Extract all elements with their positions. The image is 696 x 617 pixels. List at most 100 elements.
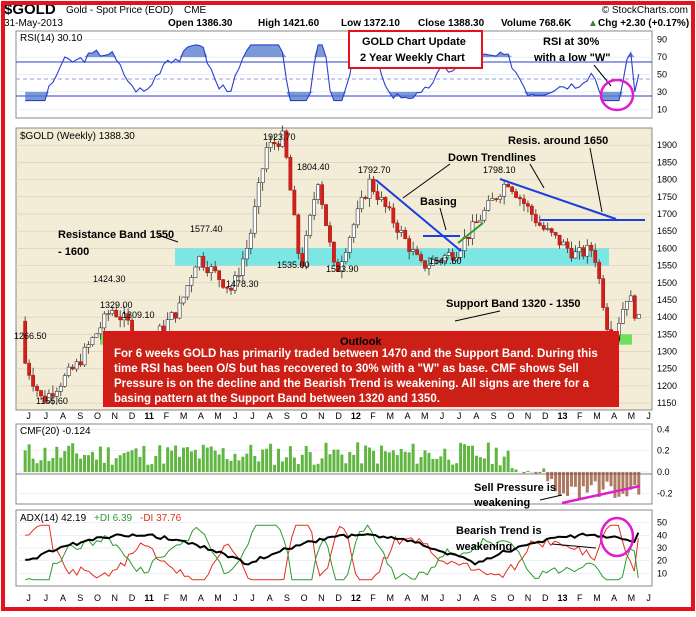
cmf-bar-positive bbox=[99, 447, 102, 472]
candle-down bbox=[31, 375, 34, 386]
cmf-bar-positive bbox=[491, 464, 494, 472]
cmf-bar-positive bbox=[328, 454, 331, 472]
cmf-bar-positive bbox=[526, 471, 529, 472]
cmf-bar-negative bbox=[566, 472, 569, 496]
candle-up bbox=[499, 196, 502, 199]
candle-up bbox=[368, 179, 371, 198]
low-value: Low 1372.10 bbox=[341, 18, 400, 29]
cmf-bar-negative bbox=[558, 472, 561, 496]
cmf-bar-positive bbox=[348, 452, 351, 472]
cmf-bar-negative bbox=[578, 472, 581, 498]
cmf-bar-positive bbox=[127, 452, 130, 472]
candle-down bbox=[384, 197, 387, 206]
price-value-label: 1309.10 bbox=[122, 310, 155, 320]
candle-up bbox=[59, 386, 62, 391]
month-label: F bbox=[370, 411, 376, 421]
month-label: 12 bbox=[351, 411, 361, 421]
month-label-bottom: S bbox=[77, 593, 83, 603]
adx-note-line2: weakening. bbox=[455, 541, 515, 553]
price-value-label: 1804.40 bbox=[297, 162, 330, 172]
cmf-bar-positive bbox=[178, 457, 181, 472]
price-value-label: 1798.10 bbox=[483, 165, 516, 175]
cmf-bar-positive bbox=[222, 448, 225, 472]
candle-up bbox=[479, 220, 482, 222]
adx-tick-label: 30 bbox=[657, 543, 667, 553]
outlook-line-2: time RSI has been O/S but has recovered … bbox=[114, 363, 579, 375]
cmf-bar-positive bbox=[174, 446, 177, 472]
candle-up bbox=[190, 277, 193, 285]
cmf-bar-positive bbox=[40, 460, 43, 472]
month-label-bottom: J bbox=[457, 593, 462, 603]
cmf-bar-positive bbox=[427, 453, 430, 472]
candle-up bbox=[245, 248, 248, 259]
cmf-bar-positive bbox=[487, 443, 490, 472]
cmf-bar-positive bbox=[463, 444, 466, 472]
candle-down bbox=[35, 386, 38, 390]
candle-down bbox=[79, 362, 82, 365]
cmf-bar-positive bbox=[170, 451, 173, 472]
cmf-bar-positive bbox=[150, 464, 153, 472]
month-label: J bbox=[440, 411, 445, 421]
cmf-bar-positive bbox=[103, 463, 106, 472]
cmf-bar-positive bbox=[471, 446, 474, 472]
cmf-bar-negative bbox=[602, 472, 605, 490]
cmf-bar-positive bbox=[75, 453, 78, 472]
month-label-bottom: D bbox=[542, 593, 549, 603]
candle-down bbox=[554, 232, 557, 235]
cmf-bar-positive bbox=[135, 448, 138, 472]
cmf-bar-positive bbox=[233, 454, 236, 472]
price-value-label: 1478.30 bbox=[226, 279, 259, 289]
cmf-bar-positive bbox=[241, 457, 244, 472]
cmf-bar-positive bbox=[206, 448, 209, 472]
candle-up bbox=[637, 314, 640, 318]
cmf-bar-positive bbox=[119, 455, 122, 472]
month-label-bottom: M bbox=[180, 593, 188, 603]
month-label-bottom: O bbox=[507, 593, 514, 603]
price-value-label: 1792.70 bbox=[358, 165, 391, 175]
cmf-bar-negative bbox=[625, 472, 628, 496]
cmf-bar-positive bbox=[218, 454, 221, 472]
month-label: J bbox=[26, 411, 31, 421]
month-label: M bbox=[180, 411, 188, 421]
adx-note-line1: Bearish Trend is bbox=[456, 525, 542, 537]
cmf-bar-positive bbox=[396, 455, 399, 472]
cmf-bar-positive bbox=[305, 446, 308, 472]
cmf-bar-positive bbox=[131, 450, 134, 472]
cmf-bar-positive bbox=[321, 458, 324, 472]
candle-up bbox=[629, 296, 632, 301]
candle-up bbox=[400, 230, 403, 232]
candle-up bbox=[356, 209, 359, 225]
month-label-bottom: J bbox=[44, 593, 49, 603]
price-tick-label: 1700 bbox=[657, 209, 677, 219]
cmf-bar-positive bbox=[63, 451, 66, 472]
price-tick-label: 1200 bbox=[657, 381, 677, 391]
candle-down bbox=[419, 255, 422, 261]
cmf-bar-positive bbox=[479, 457, 482, 472]
adx-tick-label: 50 bbox=[657, 518, 667, 528]
candle-up bbox=[99, 328, 102, 334]
candle-down bbox=[218, 271, 221, 280]
candle-up bbox=[348, 237, 351, 252]
cmf-bar-positive bbox=[253, 456, 256, 472]
cmf-bar-positive bbox=[214, 451, 217, 472]
cmf-bar-positive bbox=[435, 459, 438, 472]
candle-down bbox=[289, 157, 292, 190]
candle-up bbox=[412, 250, 415, 252]
cmf-panel: CMF(20) -0.124 0.40.20.0-0.2 Sell Pressu… bbox=[16, 424, 673, 509]
candle-down bbox=[221, 280, 224, 288]
month-label: M bbox=[214, 411, 222, 421]
cmf-bar-positive bbox=[123, 453, 126, 472]
candle-up bbox=[586, 245, 589, 256]
rsi-tick-label: 30 bbox=[657, 87, 667, 97]
month-label: J bbox=[457, 411, 462, 421]
price-value-label: 1535.00 bbox=[277, 260, 310, 270]
month-label-bottom: 13 bbox=[557, 593, 567, 603]
exchange-label: CME bbox=[184, 5, 207, 16]
cmf-bar-negative bbox=[550, 472, 553, 479]
month-label: A bbox=[473, 411, 479, 421]
price-tick-label: 1850 bbox=[657, 157, 677, 167]
candle-down bbox=[514, 192, 517, 198]
cmf-bar-positive bbox=[447, 460, 450, 472]
month-label-bottom: J bbox=[233, 593, 238, 603]
